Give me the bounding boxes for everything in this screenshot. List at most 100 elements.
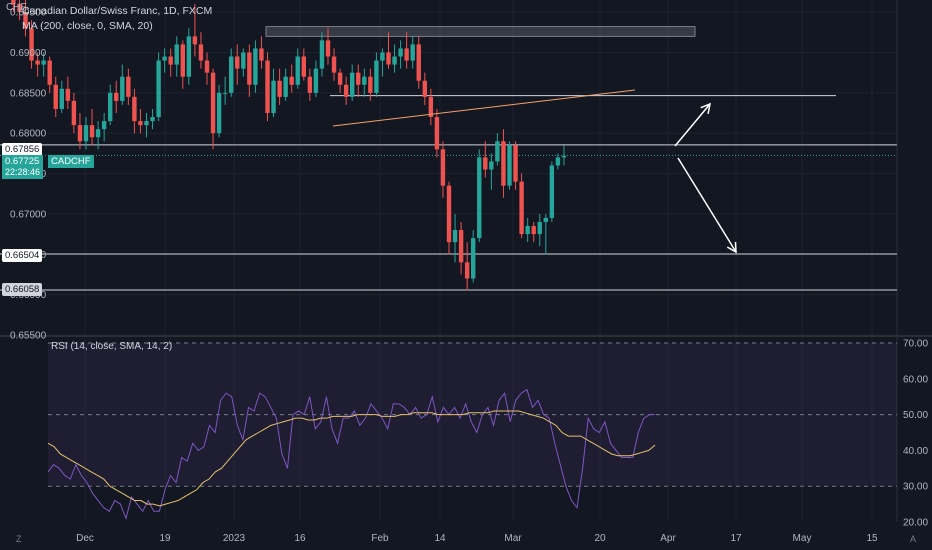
candle-body: [537, 221, 542, 235]
candle-72: [446, 181, 452, 255]
candlestick-series: [11, 0, 567, 291]
candle-67: [416, 36, 421, 89]
candle-27: [174, 36, 179, 77]
candle-body: [41, 60, 46, 65]
candle-83: [513, 141, 518, 190]
candle-body: [229, 56, 234, 93]
candle-1: [17, 0, 22, 21]
candle-body: [47, 60, 52, 85]
candle-body: [525, 226, 530, 235]
rsi-tick-label: 20.00: [903, 518, 928, 529]
rsi-legend[interactable]: RSI (14, close, SMA, 14, 2): [51, 341, 173, 352]
candle-40: [253, 40, 258, 93]
candle-body: [295, 56, 300, 85]
candle-body: [350, 72, 355, 97]
candle-6: [47, 56, 52, 93]
candle-55: [343, 76, 349, 105]
candle-body: [247, 52, 252, 85]
candle-66: [410, 36, 415, 69]
candle-76: [471, 230, 476, 283]
candle-body: [162, 56, 167, 61]
candle-body: [404, 48, 409, 61]
chart-title[interactable]: Canadian Dollar/Swiss Franc, 1D, FXCM: [22, 5, 213, 17]
candle-body: [192, 36, 198, 45]
rsi-tick-label: 70.00: [903, 339, 928, 350]
candle-body: [464, 262, 470, 279]
candle-body: [210, 72, 216, 134]
time-tick-label: 15: [866, 533, 878, 544]
symbol-tag: CADCHF: [48, 155, 94, 168]
candle-54: [337, 68, 343, 93]
candle-body: [368, 76, 373, 93]
candle-body: [53, 84, 58, 109]
candle-body: [35, 60, 40, 65]
candle-body: [519, 181, 524, 235]
candle-60: [374, 52, 379, 97]
candle-body: [386, 52, 391, 65]
rsi-line: [47, 388, 655, 521]
time-tick-label: May: [793, 533, 812, 544]
candle-7: [53, 76, 58, 118]
candle-body: [216, 92, 222, 134]
level-tag-mid: 0.66504: [2, 249, 43, 262]
candle-body: [77, 125, 83, 142]
candle-body: [89, 125, 95, 138]
candle-body: [507, 145, 512, 186]
time-tick-label: Apr: [660, 533, 676, 544]
time-tick-label: 2023: [223, 533, 246, 544]
candle-body: [132, 96, 137, 122]
candle-15: [101, 113, 107, 142]
ma-legend[interactable]: MA (200, close, 0, SMA, 20): [22, 20, 153, 32]
candle-43: [271, 68, 276, 118]
candle-36: [229, 48, 234, 97]
candle-body: [120, 76, 125, 101]
candle-body: [95, 129, 101, 138]
price-tick-label: 0.65500: [10, 331, 47, 342]
candle-body: [374, 60, 379, 93]
drawing-tools: [332, 89, 737, 254]
candle-5: [41, 52, 46, 77]
candle-body: [108, 92, 113, 122]
candle-21: [138, 108, 143, 134]
rsi-axis[interactable]: 70.00 60.00 50.00 40.00 30.00 20.00: [903, 339, 928, 529]
candle-61: [380, 48, 385, 77]
candle-82: [507, 141, 512, 190]
rsi-pane: [47, 342, 897, 521]
candle-0: [11, 0, 16, 13]
bearish-scenario-arrow-shaft: [677, 157, 737, 253]
candle-62: [386, 32, 391, 69]
candle-64: [398, 40, 403, 69]
candle-42: [265, 52, 270, 122]
candle-body: [337, 72, 343, 85]
candle-51: [319, 32, 325, 77]
resistance-zone-rect: [265, 26, 696, 37]
bullish-scenario-arrow-head: [700, 102, 712, 114]
candle-body: [428, 96, 434, 118]
candle-49: [307, 68, 313, 101]
candle-46: [289, 64, 294, 93]
price-tick-label: 0.69500: [10, 8, 47, 19]
candle-24: [156, 52, 161, 122]
candle-31: [198, 32, 204, 69]
auto-scale-icon[interactable]: A: [910, 534, 917, 544]
candle-14: [95, 121, 101, 150]
candle-63: [392, 44, 397, 73]
candle-3: [29, 20, 34, 69]
candle-52: [325, 28, 331, 65]
bullish-scenario-arrow: [674, 102, 712, 147]
candle-body: [495, 141, 500, 162]
candle-17: [114, 80, 119, 114]
time-axis[interactable]: Dec 19 2023 16 Feb 14 Mar 20 Apr 17 May 15: [76, 533, 878, 544]
candle-body: [253, 48, 258, 85]
candle-body: [543, 217, 548, 222]
candle-body: [114, 92, 119, 101]
timezone-icon[interactable]: Z: [16, 534, 22, 544]
time-tick-label: Feb: [371, 533, 389, 544]
candle-body: [483, 157, 488, 170]
candle-body: [83, 125, 89, 142]
candle-body: [222, 92, 228, 94]
candle-body: [301, 56, 306, 77]
candle-body: [319, 40, 325, 69]
candle-body: [501, 141, 506, 186]
